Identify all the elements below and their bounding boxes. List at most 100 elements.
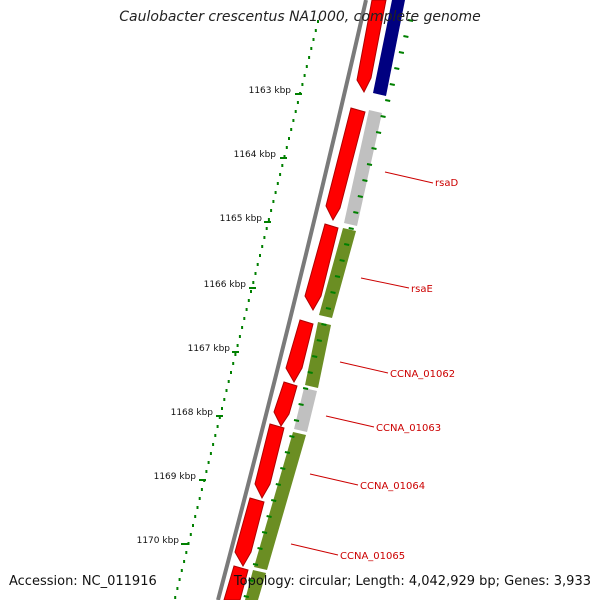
cds-arrow	[223, 565, 249, 600]
gene-callout-line	[290, 543, 339, 556]
ruler-tick-label: 1168 kbp	[171, 408, 214, 418]
track-dot	[301, 83, 304, 86]
gene-label: CCNA_01062	[390, 369, 455, 380]
track-dash	[371, 147, 377, 150]
feature-track	[245, 0, 405, 600]
track-dash	[375, 131, 382, 134]
track-dot	[281, 164, 284, 167]
track-dot	[317, 20, 319, 23]
track-dot	[272, 200, 275, 203]
track-dash	[266, 515, 272, 518]
track-dot	[187, 542, 190, 545]
track-dot	[212, 443, 215, 446]
track-dot	[254, 272, 257, 275]
gene-callout-line	[325, 415, 375, 428]
track-dash	[293, 419, 300, 422]
track-dash	[344, 243, 350, 246]
track-dash	[407, 19, 414, 22]
track-dot	[207, 461, 210, 464]
track-dash	[261, 531, 268, 534]
track-dash	[348, 227, 354, 230]
track-dot	[200, 488, 203, 491]
track-dash	[257, 547, 263, 550]
track-dot	[205, 470, 208, 473]
track-dot	[189, 533, 192, 536]
track-dash	[252, 563, 259, 566]
map-title: Caulobacter crescentus NA1000, complete …	[119, 9, 481, 25]
track-dot	[196, 506, 199, 509]
track-dash	[339, 259, 345, 262]
track-dot	[261, 245, 264, 248]
track-dash	[366, 163, 373, 166]
gene-label: rsaD	[435, 178, 458, 189]
cds-arrow	[285, 319, 314, 384]
track-dot	[265, 227, 268, 230]
track-dot	[285, 146, 288, 149]
track-dash	[330, 291, 336, 294]
accession-text: Accession: NC_011916	[9, 574, 157, 589]
track-dash	[275, 483, 281, 486]
track-dot	[238, 335, 241, 338]
track-dot	[290, 128, 293, 131]
track-dash	[284, 451, 291, 454]
gene-callout-line	[309, 473, 359, 486]
outer-dash-track	[243, 19, 414, 598]
ruler-tick-label: 1164 kbp	[234, 150, 277, 160]
track-dot	[192, 524, 194, 527]
track-dot	[223, 398, 226, 401]
track-dash	[302, 387, 309, 390]
track-dot	[241, 326, 244, 329]
track-dash	[353, 211, 359, 214]
track-dot	[296, 101, 299, 104]
track-dot	[274, 191, 277, 194]
track-dash	[403, 35, 409, 38]
gene-callout-line	[384, 171, 434, 184]
track-dash	[248, 579, 254, 582]
track-dot	[178, 578, 181, 581]
track-dash	[394, 67, 400, 70]
olive-feature	[245, 570, 266, 600]
track-dot	[263, 236, 266, 239]
track-dash	[307, 371, 313, 374]
track-dot	[250, 290, 252, 293]
track-dash	[389, 83, 395, 86]
ruler-tick-label: 1166 kbp	[204, 280, 247, 290]
track-dot	[227, 380, 230, 383]
track-dot	[221, 407, 223, 410]
ruler-tick-label: 1163 kbp	[249, 86, 292, 96]
track-dash	[298, 403, 304, 406]
track-dot	[294, 110, 297, 113]
track-dot	[214, 434, 217, 437]
track-dot	[174, 596, 177, 599]
ruler: 1163 kbp 1164 kbp 1165 kbp 1166 kbp 1167…	[137, 86, 302, 546]
track-dot	[252, 281, 255, 284]
track-dot	[247, 299, 250, 302]
genome-backbone	[216, 0, 368, 600]
track-dot	[198, 497, 201, 500]
cds-arrow	[234, 497, 265, 568]
blue-feature	[373, 0, 405, 96]
ruler-tick-label: 1165 kbp	[220, 214, 263, 224]
ruler-tick-label: 1167 kbp	[188, 344, 231, 354]
track-dot	[279, 173, 282, 176]
track-dot	[183, 560, 186, 563]
track-dot	[303, 74, 306, 77]
track-dot	[176, 587, 179, 590]
track-dot	[314, 29, 317, 32]
track-dash	[243, 595, 249, 598]
track-dot	[185, 551, 188, 554]
dotted-track	[174, 20, 319, 599]
track-dot	[288, 137, 290, 140]
track-dash	[362, 179, 368, 182]
track-dash	[334, 275, 341, 278]
track-dot	[308, 56, 311, 59]
cds-arrow	[254, 423, 285, 500]
track-dot	[218, 416, 221, 419]
track-dash	[271, 499, 277, 502]
track-dot	[305, 65, 308, 68]
track-dash	[280, 467, 286, 470]
track-dot	[256, 263, 259, 266]
track-dot	[232, 362, 235, 365]
track-dot	[245, 308, 248, 311]
track-dot	[209, 452, 212, 455]
